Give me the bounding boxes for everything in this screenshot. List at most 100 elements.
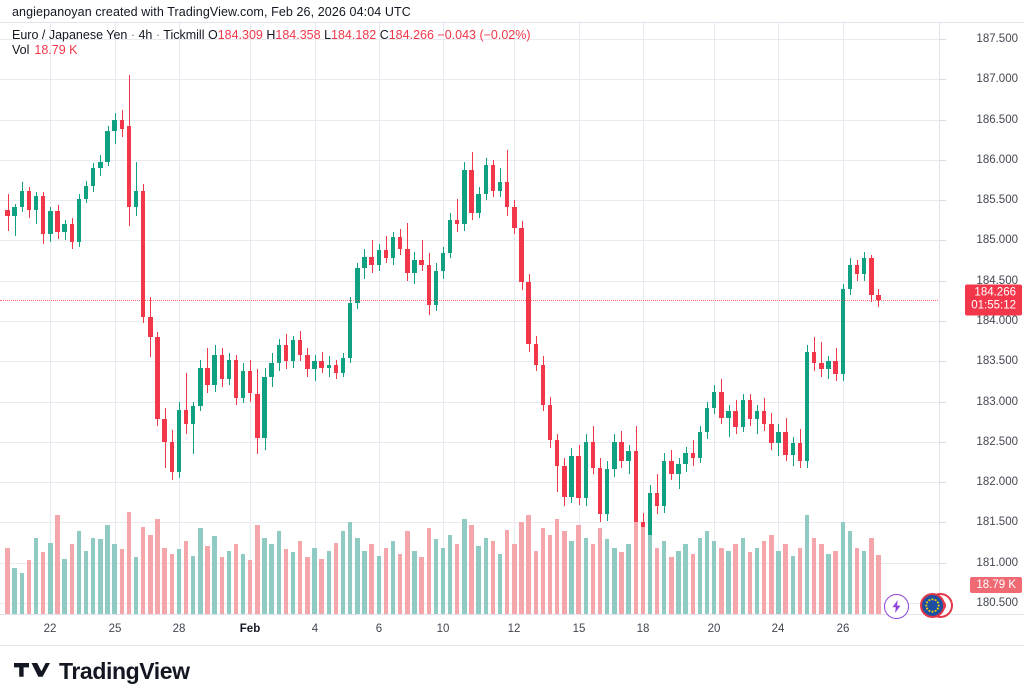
volume-bar [41,552,46,615]
price-axis[interactable]: 187.500 187.000 186.500 186.000 185.500 185.0… [940,23,1024,615]
volume-bar [433,539,439,615]
volume-bar [626,544,631,615]
volume-bar [597,528,603,615]
volume-bar [654,547,660,615]
volume-bar [762,541,767,615]
volume-bar [604,539,610,615]
time-axis[interactable]: 22 25 28 Feb 4 6 10 12 15 18 20 24 26 [0,614,1024,646]
volume-bar [583,537,588,615]
candle-body [426,264,431,305]
price-tick [940,119,946,121]
volume-bar [326,550,331,615]
volume-bar [833,550,838,615]
candle-body [19,190,25,207]
volume-bar [183,541,189,615]
volume-bar [55,515,60,615]
gridline-vertical [443,23,444,615]
candle-body [455,219,460,225]
candle-body [355,267,360,304]
candle-body [326,364,331,368]
volume-bar [248,560,253,615]
price-axis-label: 183.500 [976,355,1018,368]
eurjpy-flag-pair-icon[interactable] [920,593,953,618]
time-axis-label: Feb [239,623,261,635]
gridline-vertical [579,23,580,615]
candle-wick [729,404,730,437]
candle-body [440,253,446,272]
volume-bar [5,547,10,615]
volume-bar [240,553,246,615]
volume-bar [747,552,753,615]
candle-wick [821,341,822,378]
price-tick [940,200,946,202]
gridline-horizontal [0,39,939,41]
candle-wick [422,240,423,272]
gridline-horizontal [0,119,939,121]
current-price-line [0,299,939,301]
volume-bar [298,541,303,615]
candle-body [505,182,510,207]
time-axis-label: 24 [771,623,785,635]
candle-body [462,169,467,225]
candle-body [833,361,838,375]
lightning-bolt-icon[interactable] [884,594,909,619]
candle-body [819,362,824,370]
volume-bar [133,557,139,615]
candle-body [283,345,289,362]
candle-body [383,250,389,259]
candle-body [105,130,110,162]
volume-bar [340,531,346,615]
volume-bar [319,558,324,615]
chart-frame: Euro / Japanese Yen · 4h · Tickmill O184… [0,22,1024,615]
volume-bar [48,542,53,615]
volume-bar [69,544,75,615]
price-tick [940,39,946,41]
volume-bar [355,537,360,615]
candle-body [776,432,781,444]
candle-body [769,424,774,444]
price-axis-label: 187.500 [976,33,1018,46]
volume-bar [847,531,853,615]
volume-bar [98,539,103,615]
volume-bar [497,553,503,615]
gridline-vertical [115,23,116,615]
current-price-badge[interactable]: 184.266 01:55:12 [965,284,1022,316]
volume-bar [590,544,596,615]
volume-bar [162,547,167,615]
candle-body [497,182,503,191]
volume-bar [19,573,25,615]
candle-body [69,224,75,243]
volume-bar [362,550,367,615]
volume-bar [547,534,553,615]
volume-bar [347,521,353,615]
volume-bar [126,512,132,615]
candle-body [811,351,817,363]
candle-body [712,391,717,408]
volume-bar [826,553,831,615]
candle-body [248,370,253,394]
candle-body [747,399,753,420]
chart-plot-area[interactable]: Euro / Japanese Yen · 4h · Tickmill O184… [0,23,940,615]
candle-body [419,259,424,265]
price-axis-label: 182.000 [976,476,1018,489]
volume-bar [383,547,389,615]
candle-body [312,361,317,370]
volume-bar [198,528,203,615]
candle-body [590,441,596,468]
volume-badge[interactable]: 18.79 K [970,576,1022,593]
time-axis-label: 15 [572,623,586,635]
price-tick [940,441,946,443]
volume-bar [91,537,96,615]
time-axis-label: 28 [172,623,186,635]
price-axis-label: 186.500 [976,113,1018,126]
credit-line: angiepanoyan created with TradingView.co… [12,5,411,19]
candle-body [512,206,517,228]
candle-body [612,441,617,470]
eu-flag-icon [920,593,945,618]
volume-bar [619,552,624,615]
volume-bar [290,552,296,615]
candle-body [333,364,339,373]
time-axis-label: 18 [636,623,650,635]
volume-bar [819,544,824,615]
